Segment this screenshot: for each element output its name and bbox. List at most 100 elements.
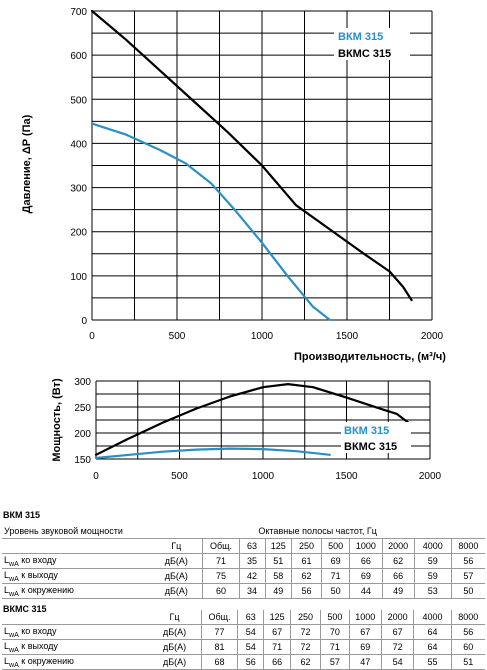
table-cell: 71 — [320, 639, 350, 655]
y-tick-label: 300 — [70, 184, 87, 195]
pressure-chart: 0 500 1000 1500 2000 0 100 200 300 400 500 600 700 Д… — [21, 7, 446, 363]
table-col-header: 1000 — [349, 538, 383, 554]
table-cell: 69 — [321, 553, 351, 569]
table-vkms-title: ВКМС 315 — [3, 604, 47, 614]
table-cell: 64 — [413, 624, 452, 640]
table-cell: 69 — [349, 568, 383, 584]
table-cell: 56 — [451, 624, 485, 640]
pressure-tick-labels: 0 500 1000 1500 2000 0 100 200 300 400 500 600 700 — [70, 7, 443, 342]
table-col-header: 1000 — [349, 610, 382, 625]
table-cell: 51 — [451, 654, 485, 670]
table-row-label: LwA к окружению — [2, 583, 151, 599]
table-cell: 57 — [320, 654, 350, 670]
table-col-header: 250 — [290, 610, 322, 625]
table-col-header: Общ. — [202, 538, 240, 554]
table-row-unit: дБ(А) — [148, 639, 202, 655]
table-cell: 67 — [349, 624, 382, 640]
table-col-header: 4000 — [413, 610, 452, 625]
table-row-unit: дБ(А) — [150, 583, 204, 599]
y-tick-label: 600 — [70, 51, 87, 62]
pressure-x-axis-label: Производительность, (м³/ч) — [294, 351, 446, 363]
power-tick-labels: 0 500 1000 1500 2000 150 200 250 300 — [74, 377, 441, 482]
table-col-unit: Гц — [148, 610, 202, 625]
table-row: LwA ко входу дБ(А) 71 35 51 61 69 66 62 59 56 — [2, 553, 485, 569]
table-cell: 55 — [413, 654, 452, 670]
table-cell: 50 — [321, 583, 351, 599]
table-vkms-cols: Гц Общ. 63 125 250 500 1000 2000 4000 8000 — [2, 610, 485, 625]
table-row-label: LwA к окружению — [2, 654, 149, 670]
table-cell: 47 — [349, 654, 382, 670]
y-tick-label: 200 — [70, 228, 87, 239]
table-row: LwA ко входу дБ(А) 77 54 67 72 70 67 67 64 56 — [2, 624, 485, 640]
table-cell: 77 — [201, 624, 239, 640]
table-cell: 62 — [290, 654, 322, 670]
table-cell: 60 — [451, 639, 485, 655]
table-vkm-header: Уровень звуковой мощности Октавные полос… — [2, 524, 485, 539]
table-row: LwA к окружению дБ(А) 60 34 49 56 50 44 49 53 50 — [2, 583, 485, 599]
x-tick-label: 0 — [89, 331, 95, 342]
table-vkm-title: ВКМ 315 — [3, 510, 41, 520]
x-tick-label: 2000 — [421, 331, 444, 342]
table-row: LwA к выходу дБ(А) 81 54 71 72 71 69 72 64 60 — [2, 639, 485, 655]
y-tick-label: 300 — [74, 377, 91, 388]
table-cell: 58 — [265, 568, 292, 584]
table-col-header: 125 — [265, 538, 292, 554]
table-cell: 72 — [290, 624, 322, 640]
table-cell: 54 — [237, 624, 265, 640]
table-col-header: 8000 — [451, 610, 485, 625]
table-row-unit: дБ(А) — [148, 624, 202, 640]
table-row-label: LwA ко входу — [2, 624, 149, 640]
x-tick-label: 2000 — [419, 471, 442, 482]
y-tick-label: 500 — [70, 95, 87, 106]
table-vkms: Гц Общ. 63 125 250 500 1000 2000 4000 8000 LwA ко… — [2, 610, 485, 670]
pressure-grid — [91, 10, 433, 321]
table-cell: 56 — [237, 654, 265, 670]
table-col-header: 63 — [239, 538, 266, 554]
table-cell: 67 — [263, 624, 291, 640]
table-cell: 51 — [265, 553, 292, 569]
y-tick-label: 100 — [70, 272, 87, 283]
y-tick-label: 250 — [74, 403, 91, 414]
table-cell: 54 — [381, 654, 415, 670]
table-row-label: LwA к выходу — [2, 568, 151, 584]
table-col-header: 500 — [320, 610, 350, 625]
table-cell: 59 — [414, 568, 452, 584]
table-col-header: 500 — [321, 538, 351, 554]
table-cell: 56 — [291, 583, 323, 599]
series-line-0 — [90, 122, 332, 322]
table-col-header: 250 — [291, 538, 323, 554]
table-cell: 62 — [291, 568, 323, 584]
table-cell: 49 — [265, 583, 292, 599]
x-tick-label: 0 — [93, 471, 99, 482]
power-y-axis-label: Мощность, (Вт) — [51, 378, 63, 462]
table-col-header: 125 — [263, 610, 291, 625]
table-cell: 53 — [414, 583, 452, 599]
table-row-unit: дБ(А) — [150, 568, 204, 584]
table-cell: 68 — [201, 654, 239, 670]
x-tick-label: 1000 — [251, 331, 274, 342]
power-series — [94, 383, 410, 460]
table-row-label: LwA ко входу — [2, 553, 151, 569]
table-col-header: 63 — [237, 610, 265, 625]
table-vkm-header-left: Уровень звуковой мощности — [2, 524, 151, 539]
table-cell: 75 — [202, 568, 240, 584]
table-row-unit: дБ(А) — [148, 654, 202, 670]
y-tick-label: 0 — [81, 316, 87, 327]
y-tick-label: 150 — [74, 455, 91, 466]
table-row-unit: дБ(А) — [150, 553, 204, 569]
table-vkm-header-right: Октавные полосы частот, Гц — [150, 524, 485, 539]
y-tick-label: 200 — [74, 429, 91, 440]
series-line-1 — [90, 9, 413, 302]
table-cell: 69 — [349, 639, 382, 655]
table-row: LwA к выходу дБ(А) 75 42 58 62 71 69 66 59 57 — [2, 568, 485, 584]
table-col-header: 8000 — [451, 538, 485, 554]
table-cell: 81 — [201, 639, 239, 655]
table-cell: 60 — [202, 583, 240, 599]
table-cell: 42 — [239, 568, 266, 584]
table-vkm: Уровень звуковой мощности Октавные полос… — [2, 524, 485, 599]
table-cell: 66 — [349, 553, 383, 569]
x-tick-label: 500 — [171, 471, 188, 482]
power-legend-vkms: ВКМС 315 — [344, 441, 397, 453]
table-cell: 66 — [263, 654, 291, 670]
table-cell: 57 — [451, 568, 485, 584]
